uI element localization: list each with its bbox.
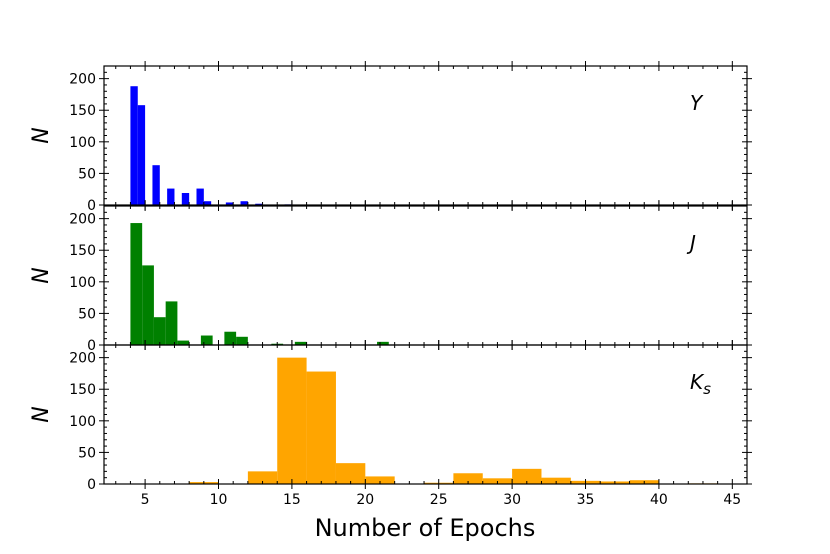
x-tick-label: 10 (210, 492, 228, 508)
x-tick-label: 20 (356, 492, 374, 508)
y-tick-label: 100 (69, 135, 96, 151)
histogram-bar (177, 340, 190, 345)
x-tick-label: 40 (650, 492, 668, 508)
y-tick-label: 150 (69, 243, 96, 259)
histogram-bar (142, 265, 154, 345)
histogram-bar (541, 477, 571, 484)
panel-frame (103, 65, 748, 206)
y-tick-label: 50 (78, 306, 96, 322)
histogram-bar (153, 317, 166, 345)
histogram-bar (365, 476, 395, 484)
histogram-bar (236, 336, 248, 345)
histogram-bar (137, 105, 146, 205)
histogram-bar (255, 203, 263, 205)
y-tick-label: 100 (69, 275, 96, 291)
histogram-bar (512, 468, 542, 484)
y-tick-label: 150 (69, 382, 96, 398)
histogram-bar (203, 201, 212, 205)
panel-j-band: 0 50 100 150 200 N J (29, 201, 752, 354)
histogram-bar (181, 193, 190, 205)
histogram-bar (196, 188, 204, 205)
histogram-bar (165, 301, 178, 345)
y-axis-label: N (29, 127, 54, 143)
y-tick-label: 0 (87, 198, 96, 214)
x-tick-label: 45 (723, 492, 741, 508)
histogram-bar (152, 165, 160, 205)
histogram-bar (240, 201, 248, 205)
x-tick-label: 25 (430, 492, 448, 508)
y-axis-label: N (29, 267, 54, 283)
x-tick-label: 30 (503, 492, 521, 508)
histogram-bar (306, 371, 336, 484)
panel-y-band: 0 50 100 150 200 N Y (29, 61, 752, 214)
histogram-bar (277, 357, 307, 484)
y-tick-label: 200 (69, 351, 96, 367)
histogram-bar (130, 223, 143, 345)
histogram-bar (200, 335, 213, 345)
x-tick-label: 15 (283, 492, 301, 508)
band-label: J (686, 231, 696, 255)
panel-frame (103, 344, 748, 485)
x-axis-label: Number of Epochs (315, 514, 536, 542)
y-tick-label: 200 (69, 212, 96, 228)
y-tick-label: 0 (87, 477, 96, 493)
histogram-bar (224, 331, 237, 345)
y-axis-label: N (29, 406, 54, 422)
y-tick-label: 150 (69, 103, 96, 119)
histogram-bar (294, 341, 307, 345)
band-label: Ks (690, 370, 711, 398)
panel-ks-band: 0 50 100 150 200 N Ks 5 10 15 20 25 30 35 40 45 (29, 340, 752, 508)
histogram-bar (453, 473, 483, 484)
y-tick-label: 50 (78, 166, 96, 182)
band-label: Y (690, 91, 704, 115)
y-tick-label: 50 (78, 445, 96, 461)
y-tick-label: 100 (69, 414, 96, 430)
histogram-bar (377, 341, 389, 345)
histogram-bar (225, 202, 234, 205)
panel-frame (103, 205, 748, 346)
x-tick-label: 35 (577, 492, 595, 508)
histogram-bar (247, 471, 278, 484)
y-tick-label: 200 (69, 72, 96, 88)
histogram-bar (130, 86, 138, 205)
histogram-bar (167, 188, 175, 205)
x-tick-label: 5 (141, 492, 150, 508)
histogram-bar (335, 463, 366, 484)
y-tick-label: 0 (87, 338, 96, 354)
